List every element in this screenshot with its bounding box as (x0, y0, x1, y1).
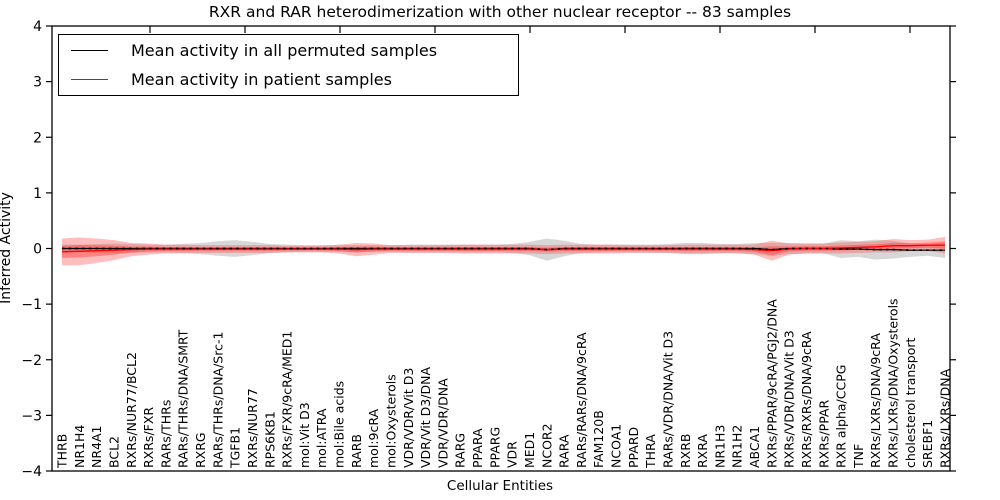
x-tick-label: mol:Vit D3 (297, 402, 312, 468)
legend-line-patient (71, 79, 108, 81)
y-axis-ticks: 4 3 2 1 0 −1 −2 −3 −4 (21, 19, 956, 480)
x-tick-label: MED1 (522, 432, 537, 468)
x-tick-label: RXRA (695, 434, 710, 468)
x-tick-label: RXRs/NUR77 (245, 388, 260, 468)
x-tick-label: RXRs/NUR77/BCL2 (124, 352, 139, 468)
x-tick-label: mol:9cRA (366, 408, 381, 468)
x-tick-label: TGFB1 (228, 427, 243, 469)
mean-lines (61, 244, 945, 253)
x-tick-label: VDR (505, 441, 520, 468)
legend-item-patient: Mean activity in patient samples (59, 66, 518, 94)
x-tick-label: TNF (851, 444, 866, 469)
x-axis-label: Cellular Entities (446, 478, 554, 494)
x-tick-label: THRB (55, 434, 70, 469)
x-tick-label: RXRs/VDR/DNA/Vit D3 (782, 330, 797, 468)
y-tick-label: 2 (33, 130, 42, 146)
x-tick-label: NCOR2 (539, 423, 554, 468)
x-tick-label: VDR/Vit D3/DNA (418, 367, 433, 468)
x-tick-label: RXRs/RXRs/DNA/9cRA (799, 331, 814, 468)
y-tick-label: 0 (33, 242, 42, 258)
x-tick-labels: THRB NR1H4 NR4A1 BCL2 RXRs/NUR77/BCL2 RXRs/FX… (55, 298, 953, 469)
y-tick-label: −1 (21, 297, 42, 313)
x-tick-label: RARs/THRs/DNA/SMRT (176, 329, 191, 468)
x-tick-label: RXR alpha/CCPG (834, 365, 849, 468)
x-tick-label: RARB (349, 434, 364, 468)
y-tick-label: 4 (33, 19, 42, 35)
x-tick-label: PPARG (487, 427, 502, 468)
x-tick-label: RXRs/LXRs/DNA/9cRA (868, 333, 883, 468)
x-tick-label: RXRB (678, 433, 693, 468)
x-tick-label: VDR/VDR/Vit D3 (401, 368, 416, 468)
x-tick-label: FAM120B (591, 410, 606, 468)
y-tick-label: 1 (33, 186, 42, 202)
x-tick-label: RXRs/LXRs/DNA (938, 368, 953, 468)
top-ticks (149, 26, 911, 33)
x-tick-label: RXRs/FXR (141, 407, 156, 468)
band-patient-std (62, 236, 945, 266)
y-tick-label: −3 (21, 408, 42, 424)
x-tick-label: NR1H2 (730, 425, 745, 468)
legend-label-permuted: Mean activity in all permuted samples (131, 40, 438, 60)
legend: Mean activity in all permuted samples Me… (58, 34, 519, 96)
x-tick-label: NCOA1 (609, 424, 624, 468)
x-tick-label: cholesterol transport (903, 337, 918, 468)
x-tick-label: RXRs/PPAR/9cRA/PGJ2/DNA (764, 299, 779, 468)
x-tick-label: PPARD (626, 427, 641, 468)
y-axis-label: Inferred Activity (0, 192, 14, 304)
x-tick-label: RXRs/LXRs/DNA/Oxysterols (886, 298, 901, 468)
x-tick-label: PPARA (470, 428, 485, 468)
x-tick-label: mol:Bile acids (332, 381, 347, 468)
x-tick-label: mol:ATRA (314, 408, 329, 468)
x-tick-label: NR1H3 (712, 425, 727, 468)
y-tick-label: −4 (21, 464, 42, 480)
x-tick-label: RXRG (193, 432, 208, 468)
chart-title: RXR and RAR heterodimerization with othe… (208, 3, 792, 21)
legend-label-patient: Mean activity in patient samples (131, 70, 392, 90)
legend-line-permuted (71, 49, 108, 51)
x-tick-label: RXRs/FXR/9cRA/MED1 (280, 331, 295, 468)
x-tick-label: THRA (643, 434, 658, 469)
x-tick-label: ABCA1 (747, 426, 762, 468)
y-tick-label: 3 (33, 75, 42, 91)
x-tick-label: mol:Oxysterols (383, 374, 398, 468)
x-tick-label: RPS6KB1 (262, 411, 277, 468)
x-tick-label: NR1H4 (72, 425, 87, 468)
x-tick-label: RARG (453, 433, 468, 468)
x-tick-label: RARs/THRs (158, 400, 173, 468)
x-tick-label: VDR/VDR/DNA (435, 378, 450, 468)
x-tick-label: SREBF1 (920, 420, 935, 468)
legend-item-permuted: Mean activity in all permuted samples (59, 36, 518, 64)
x-tick-label: RARs/THRs/DNA/Src-1 (210, 332, 225, 468)
x-tick-label: RARs/VDR/DNA/Vit D3 (660, 331, 675, 468)
x-tick-label: NR4A1 (89, 426, 104, 469)
y-tick-label: −2 (21, 353, 42, 369)
x-tick-label: RARA (557, 434, 572, 468)
x-tick-label: BCL2 (106, 436, 121, 468)
x-tick-label: RXRs/PPAR (816, 400, 831, 468)
x-tick-label: RARs/RARs/DNA/9cRA (574, 332, 589, 468)
